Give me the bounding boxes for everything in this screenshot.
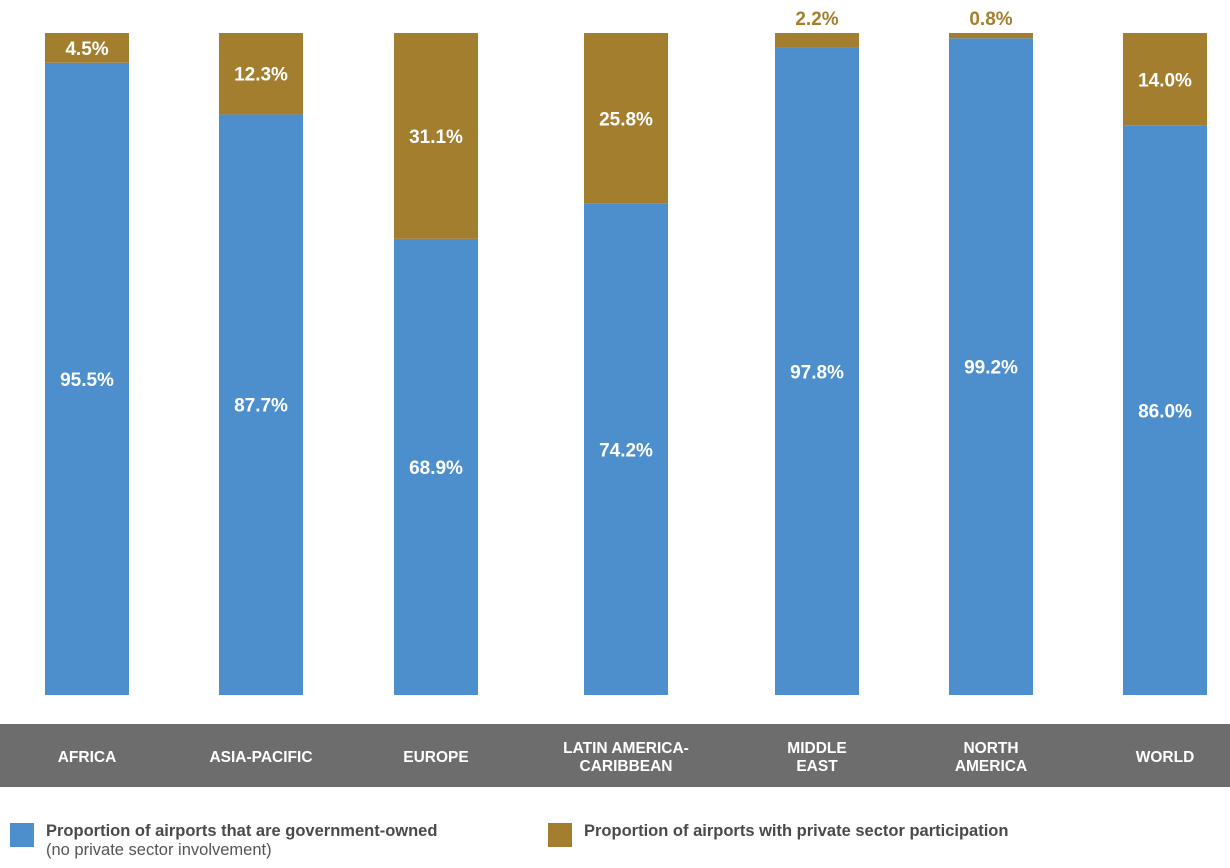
category-band: [0, 724, 1230, 787]
data-label-private-4: 2.2%: [795, 9, 838, 30]
legend-swatch-private: [548, 823, 572, 847]
category-label-6: WORLD: [1136, 749, 1195, 766]
bar-government-2: [394, 238, 478, 695]
data-label-government-4: 97.8%: [790, 362, 844, 383]
category-label-5-line1: AMERICA: [955, 758, 1027, 775]
category-label-2: EUROPE: [403, 749, 468, 766]
legend-sublabel-government: (no private sector involvement): [46, 841, 272, 859]
category-label-3-line0: LATIN AMERICA-: [563, 740, 689, 757]
data-label-private-0: 4.5%: [65, 39, 108, 60]
data-label-private-2: 31.1%: [409, 127, 463, 148]
data-label-private-1: 12.3%: [234, 65, 288, 86]
legend-item-private: Proportion of airports with private sect…: [548, 822, 1008, 847]
data-label-government-2: 68.9%: [409, 458, 463, 479]
category-label-4-line0: MIDDLE: [787, 740, 846, 757]
bar-government-3: [584, 203, 668, 695]
data-label-government-6: 86.0%: [1138, 401, 1192, 422]
category-label-0: AFRICA: [58, 749, 117, 766]
data-label-government-0: 95.5%: [60, 370, 114, 391]
category-label-4-line1: EAST: [796, 758, 838, 775]
data-label-government-5: 99.2%: [964, 358, 1018, 379]
bar-private-4: [775, 33, 859, 48]
bars-layer: 95.5% 4.5% 87.7% 12.3% 68.9% 31.1% 74.2% 25.8% 9…: [45, 9, 1207, 696]
bar-government-1: [219, 114, 303, 695]
legend-swatch-government: [10, 823, 34, 847]
bar-private-6: [1123, 33, 1207, 126]
bar-government-5: [949, 38, 1033, 695]
data-label-government-3: 74.2%: [599, 440, 653, 461]
category-label-5-line0: NORTH: [963, 740, 1018, 757]
category-labels-layer: AFRICA ASIA-PACIFIC EUROPE LATIN AMERICA-CA…: [58, 740, 1195, 775]
bar-private-1: [219, 33, 303, 115]
data-label-government-1: 87.7%: [234, 396, 288, 417]
bar-government-4: [775, 47, 859, 695]
bar-private-2: [394, 33, 478, 239]
legend-item-government: Proportion of airports that are governme…: [10, 822, 437, 860]
bar-government-6: [1123, 125, 1207, 696]
data-label-private-6: 14.0%: [1138, 70, 1192, 91]
bar-private-0: [45, 33, 129, 63]
legend-label-government: Proportion of airports that are governme…: [46, 822, 438, 840]
data-label-private-3: 25.8%: [599, 109, 653, 130]
category-label-3-line1: CARIBBEAN: [580, 758, 673, 775]
bar-government-0: [45, 62, 129, 696]
bar-private-3: [584, 33, 668, 204]
legend-label-private: Proportion of airports with private sect…: [584, 822, 1009, 840]
category-label-1: ASIA-PACIFIC: [209, 749, 312, 766]
bar-private-5: [949, 33, 1033, 39]
data-label-private-5: 0.8%: [969, 9, 1012, 30]
